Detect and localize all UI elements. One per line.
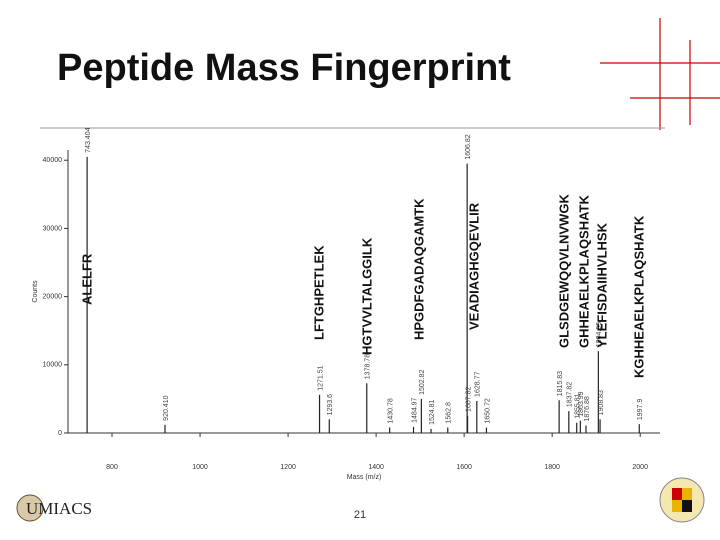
- x-tick-label: 2000: [632, 464, 648, 471]
- peak-label: 1607.82: [465, 387, 472, 412]
- x-tick-label: 1800: [544, 464, 560, 471]
- peak-label: 1863.99: [578, 391, 585, 416]
- peptide-label: YLEFISDAIIHVLHSK: [594, 222, 609, 348]
- peptide-label: HGTVVLTALGGILK: [359, 237, 374, 355]
- peak-label: 1628.77: [475, 372, 482, 397]
- peptide-label: GHHEAELKPLAQSHATK: [576, 195, 591, 348]
- logo-left: UMIACS: [16, 494, 92, 522]
- peak-label: 920.410: [163, 395, 170, 420]
- y-tick-label: 20000: [43, 293, 63, 300]
- x-tick-label: 1600: [456, 464, 472, 471]
- peak-label: 1650.72: [484, 398, 491, 423]
- peak-label: 1876.88: [584, 396, 591, 421]
- peak-label: 1293.6: [327, 394, 334, 416]
- peak-label: 1562.8: [446, 402, 453, 424]
- peptide-label: GLSDGEWQQVLNVWGK: [556, 194, 571, 348]
- peak-label: 1430.78: [387, 398, 394, 423]
- x-axis-label: Mass (m/z): [347, 474, 382, 481]
- peptide-label: ALELFR: [79, 253, 94, 305]
- x-tick-label: 1200: [280, 464, 296, 471]
- peptide-label: VEADIAGHGQEVLIR: [466, 202, 481, 330]
- x-tick-label: 1400: [368, 464, 384, 471]
- y-axis-label: Counts: [32, 280, 39, 303]
- peak-label: 1378.78: [365, 354, 372, 379]
- peak-label: 1904.95: [596, 322, 603, 347]
- y-tick-label: 10000: [43, 362, 63, 369]
- peak-label: 1837.82: [567, 382, 574, 407]
- x-tick-label: 800: [106, 464, 118, 471]
- spectrum: 0 10000 20000 30000 40000 800 1000 1200 1400 1600…: [32, 127, 660, 481]
- peak-label: 1997.9: [637, 399, 644, 421]
- peak-label: 1908.83: [598, 390, 605, 415]
- title: Peptide Mass Fingerprint: [57, 47, 511, 89]
- logo-right: [659, 477, 705, 523]
- peak-label: 1502.82: [419, 369, 426, 394]
- page-number: 21: [354, 509, 366, 521]
- peptide-label: KGHHEAELKPLAQSHATK: [631, 215, 646, 378]
- x-tick-label: 1000: [192, 464, 208, 471]
- logo-text: UMIACS: [26, 499, 92, 518]
- peptide-label: LFTGHPETLEK: [311, 245, 326, 340]
- y-tick-label: 30000: [43, 225, 63, 232]
- decoration: [600, 18, 720, 130]
- y-tick-label: 0: [58, 430, 62, 437]
- peak-label: 1606.82: [465, 134, 472, 159]
- peak-label: 1524.81: [429, 399, 436, 424]
- peak-label: 743.404: [85, 127, 92, 152]
- peak-label: 1484.97: [411, 397, 418, 422]
- peak-label: 1815.83: [557, 371, 564, 396]
- peptide-label: HPGDFGADAQGAMTK: [411, 198, 426, 340]
- peak-label: 1855.81: [575, 393, 582, 418]
- y-tick-label: 40000: [43, 157, 63, 164]
- peak-label: 1271.51: [317, 365, 324, 390]
